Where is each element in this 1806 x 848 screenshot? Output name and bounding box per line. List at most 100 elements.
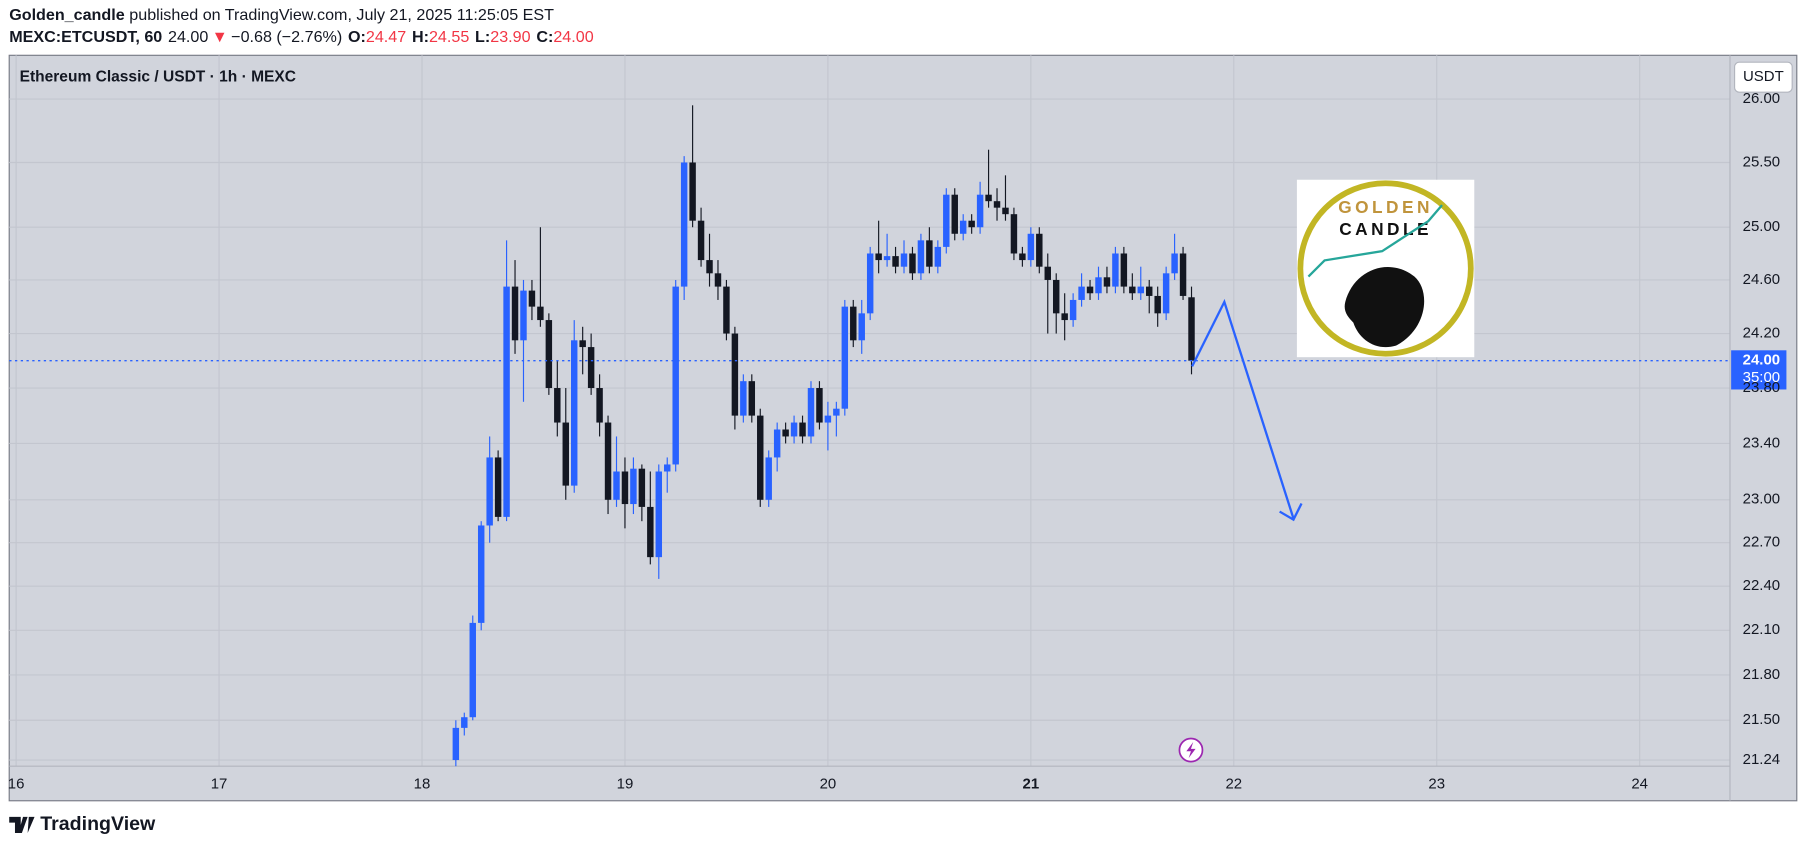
candle-body [621, 471, 629, 505]
candle-body [765, 457, 772, 500]
candle-body [596, 388, 603, 423]
candle-body [1078, 286, 1085, 300]
header-line-2: MEXC:ETCUSDT, 60 24.00 ▼ −0.68 (−2.76%) O:24… [9, 28, 593, 46]
x-tick-label: 21 [1023, 776, 1040, 793]
candle-body [477, 525, 485, 623]
candle-body [892, 256, 899, 267]
candle-body [511, 286, 519, 341]
candle-body [858, 313, 865, 341]
x-tick-label: 23 [1428, 776, 1445, 793]
candle-body [494, 457, 502, 517]
currency-button[interactable] [1734, 61, 1793, 93]
candle-body [731, 333, 739, 416]
candle-body [976, 194, 984, 228]
drawn-arrow [1191, 298, 1295, 519]
candle-body [1146, 286, 1153, 296]
candle-body [1112, 253, 1119, 287]
candle-body [1069, 299, 1077, 321]
symbol: MEXC:ETCUSDT, 60 [9, 28, 162, 46]
candle-body [748, 381, 756, 416]
candle-body [985, 194, 992, 202]
candle-body [926, 240, 933, 267]
candle-body [790, 422, 798, 437]
candle-body [1061, 313, 1068, 321]
candle-body [537, 306, 544, 321]
candle-body [579, 340, 586, 348]
y-tick-label: 25.00 [1743, 218, 1780, 235]
y-tick-label: 23.80 [1743, 379, 1780, 396]
candle-body [680, 162, 688, 287]
published: published on TradingView.com, July 21, 2… [129, 6, 554, 24]
y-tick-label: 23.00 [1743, 491, 1780, 508]
candle-body [655, 471, 663, 558]
candle-body [520, 290, 527, 341]
candle-body [664, 464, 671, 472]
y-tick-label: 25.50 [1743, 153, 1780, 170]
x-tick-label: 19 [617, 776, 634, 793]
arrow: ▼ [212, 28, 228, 46]
o-label: O: [348, 28, 366, 46]
logo-text: GOLDEN [1338, 197, 1433, 217]
candle-body [1137, 286, 1145, 294]
candle-body [841, 306, 849, 409]
candle-body [1179, 253, 1187, 296]
c: 24.00 [553, 28, 593, 46]
l: 23.90 [490, 28, 530, 46]
candle-body [613, 471, 620, 500]
candle-body [1027, 233, 1035, 261]
candle-body [604, 422, 612, 500]
x-tick-label: 22 [1225, 776, 1242, 793]
footer-logo: TradingView [9, 813, 156, 835]
candle-body [545, 320, 553, 389]
y-tick-label: 21.24 [1743, 751, 1780, 768]
h: 24.55 [429, 28, 469, 46]
logo: GOLDEN CANDLE [1296, 179, 1475, 358]
y-tick-label: 23.40 [1743, 434, 1780, 451]
candle-body [1171, 253, 1178, 274]
header-line-1: Golden_candle published on TradingView.co… [9, 6, 554, 24]
candle-body [740, 381, 747, 416]
candle-body [452, 727, 460, 761]
candle-body [943, 194, 950, 247]
candle-body [959, 220, 967, 234]
x-tick-label: 18 [414, 776, 431, 793]
candle-body [1154, 295, 1161, 314]
candle-body [909, 253, 916, 274]
candle-body [587, 347, 595, 389]
candle-body [689, 162, 696, 221]
brand: TradingView [40, 813, 156, 835]
candle-body [850, 306, 857, 341]
y-tick-label: 22.40 [1743, 577, 1780, 594]
x-tick-label: 24 [1631, 776, 1648, 793]
logo-lion [1344, 266, 1425, 348]
candle-body [757, 415, 764, 500]
y-tick-label: 21.80 [1743, 666, 1780, 683]
x-tick-label: 17 [211, 776, 228, 793]
logo-mini-chart [1307, 204, 1443, 278]
currency[interactable]: USDT [1743, 68, 1784, 85]
candle-body [1052, 279, 1060, 314]
candle-body [647, 506, 654, 558]
logo-text: CANDLE [1339, 219, 1432, 239]
lightning-icon[interactable] [1178, 737, 1204, 763]
y-tick-label: 21.50 [1743, 711, 1780, 728]
y-tick-label: 24.60 [1743, 271, 1780, 288]
candle-body [714, 273, 722, 287]
icon-bolt[interactable] [1186, 742, 1196, 759]
candle-body [1019, 253, 1026, 261]
chart-frame [8, 54, 1798, 802]
x-tick-label: 20 [820, 776, 837, 793]
candle-body [883, 256, 891, 261]
candle-body [1129, 286, 1136, 294]
candle-body [554, 388, 561, 423]
candle-body [951, 194, 958, 234]
c-label: C: [536, 28, 553, 46]
candle-body [917, 240, 925, 274]
candle-body [461, 717, 468, 728]
countdown-text: 35:00 [1743, 369, 1780, 386]
candle-body [1036, 233, 1043, 267]
tv-mark [9, 816, 35, 834]
